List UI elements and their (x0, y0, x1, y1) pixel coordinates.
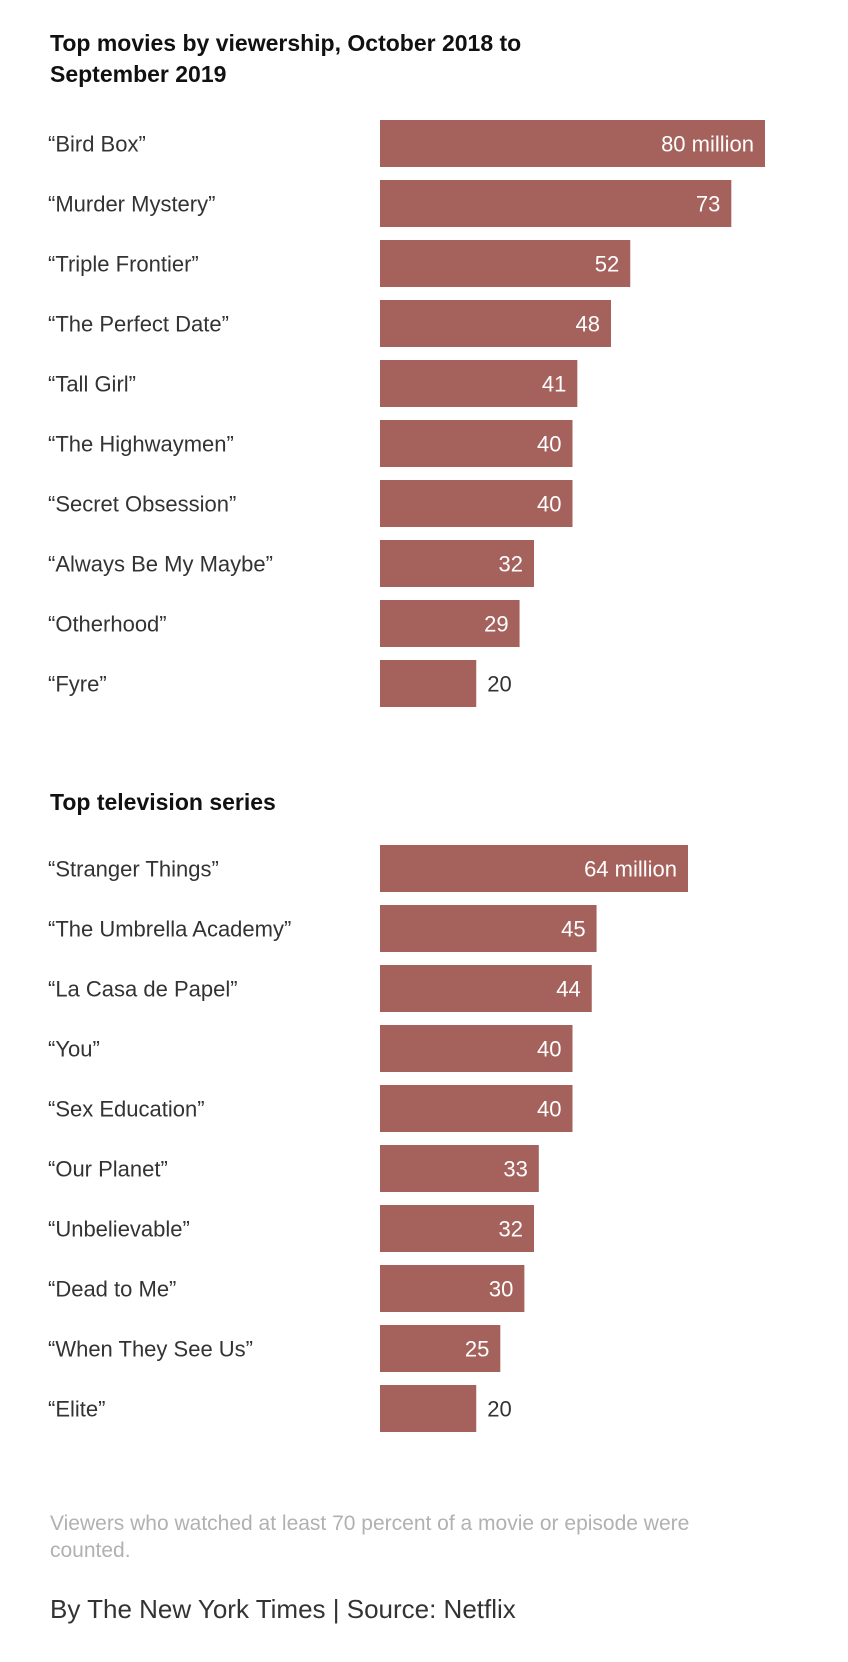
category-label: “Dead to Me” (48, 1277, 176, 1302)
bar (380, 600, 520, 647)
bar (380, 480, 573, 527)
category-label: “You” (48, 1037, 100, 1062)
category-label: “Fyre” (48, 672, 107, 697)
value-label: 52 (595, 252, 619, 277)
category-label: “The Perfect Date” (48, 312, 229, 337)
value-label: 33 (503, 1157, 527, 1182)
bar (380, 1085, 573, 1132)
bar (380, 420, 573, 467)
bar (380, 660, 477, 707)
category-label: “Our Planet” (48, 1157, 168, 1182)
category-label: “Triple Frontier” (48, 252, 199, 277)
bar (380, 845, 688, 892)
category-label: “Otherhood” (48, 612, 167, 637)
category-label: “Murder Mystery” (48, 192, 215, 217)
value-label: 40 (537, 1037, 561, 1062)
bar (380, 1325, 501, 1372)
bar (380, 540, 534, 587)
bar (380, 1205, 534, 1252)
value-label: 48 (576, 312, 600, 337)
category-label: “Sex Education” (48, 1097, 205, 1122)
value-label: 80 million (661, 132, 754, 157)
value-label: 29 (484, 612, 508, 637)
value-label: 40 (537, 492, 561, 517)
value-label: 20 (487, 1397, 511, 1422)
movies-bar-chart: “Bird Box” 80 million “Murder Mystery” 73 “T… (48, 120, 765, 707)
value-label: 40 (537, 432, 561, 457)
bar (380, 1385, 477, 1432)
value-label: 41 (542, 372, 566, 397)
category-label: “Always Be My Maybe” (48, 552, 273, 577)
bar (380, 905, 597, 952)
chart-title: Top movies by viewership, October 2018 t… (50, 30, 522, 87)
category-label: “The Highwaymen” (48, 432, 234, 457)
value-label: 30 (489, 1277, 513, 1302)
bar (380, 300, 611, 347)
category-label: “Unbelievable” (48, 1217, 190, 1242)
category-label: “When They See Us” (48, 1337, 253, 1362)
bar (380, 1265, 525, 1312)
category-label: “Secret Obsession” (48, 492, 236, 517)
value-label: 73 (696, 192, 720, 217)
value-label: 64 million (584, 857, 677, 882)
category-label: “Tall Girl” (48, 372, 136, 397)
bar (380, 360, 578, 407)
bar (380, 1145, 539, 1192)
value-label: 25 (465, 1337, 489, 1362)
category-label: “The Umbrella Academy” (48, 917, 291, 942)
category-label: “Elite” (48, 1397, 105, 1422)
methodology-note: Viewers who watched at least 70 percent … (50, 1512, 690, 1562)
bar (380, 120, 765, 167)
value-label: 44 (556, 977, 580, 1002)
bar (380, 965, 592, 1012)
category-label: “La Casa de Papel” (48, 977, 238, 1002)
tv-chart-title: Top television series (50, 789, 276, 815)
bar (380, 1025, 573, 1072)
tv-bar-chart: “Stranger Things” 64 million “The Umbrella… (48, 845, 688, 1432)
bar (380, 240, 631, 287)
value-label: 32 (499, 552, 523, 577)
value-label: 32 (499, 1217, 523, 1242)
value-label: 40 (537, 1097, 561, 1122)
source-credit: By The New York Times | Source: Netflix (50, 1594, 516, 1624)
category-label: “Stranger Things” (48, 857, 219, 882)
bar (380, 180, 732, 227)
value-label: 45 (561, 917, 585, 942)
category-label: “Bird Box” (48, 132, 146, 157)
value-label: 20 (487, 672, 511, 697)
